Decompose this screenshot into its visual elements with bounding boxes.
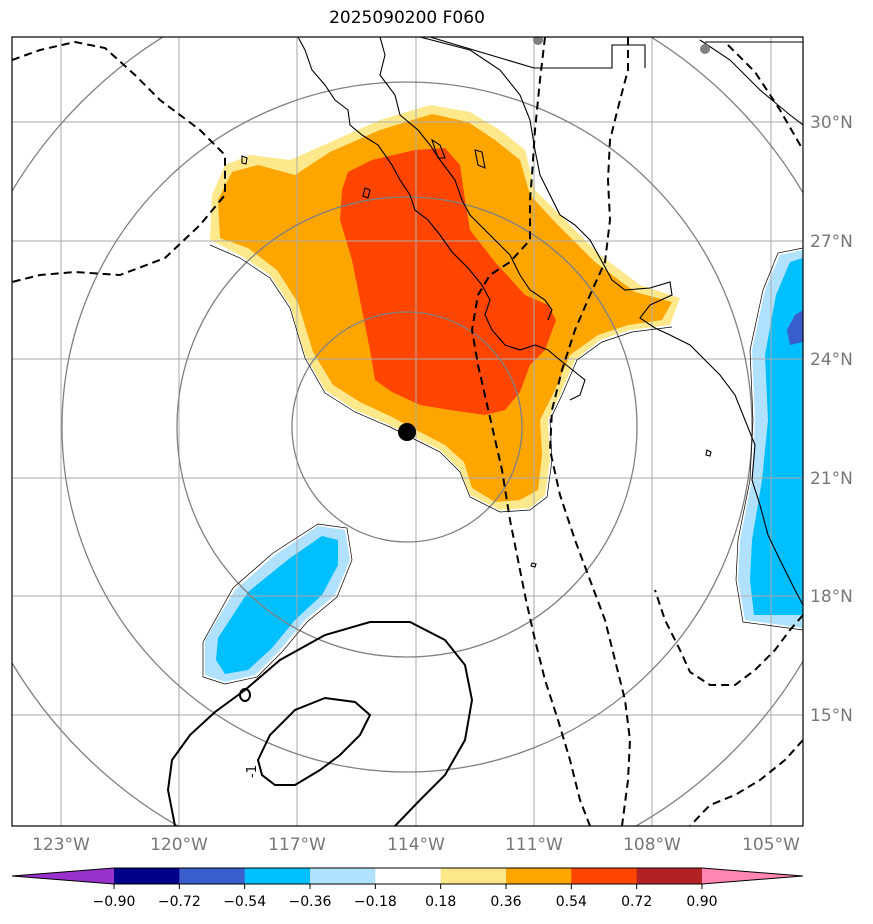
northern-coast bbox=[699, 39, 803, 126]
lat-label-18n: 18°N bbox=[810, 587, 853, 607]
colorbar-tick-label: 0.72 bbox=[621, 894, 652, 910]
lat-label-15n: 15°N bbox=[810, 706, 853, 726]
negative-outline-east bbox=[735, 247, 803, 631]
colorbar-segment bbox=[310, 868, 376, 884]
colorbar-tick-label: 0.90 bbox=[686, 894, 717, 910]
negative-shade-east-core bbox=[787, 310, 803, 345]
lon-label-123w: 123°W bbox=[32, 835, 90, 855]
solid-contour-inner bbox=[256, 696, 372, 786]
colorbar-segment bbox=[571, 868, 638, 884]
colorbar-segment bbox=[114, 868, 180, 884]
lon-label-117w: 117°W bbox=[268, 835, 326, 855]
island-3 bbox=[362, 187, 371, 199]
positive-anomaly-field bbox=[210, 105, 680, 510]
map-frame bbox=[11, 36, 804, 827]
colorbar-tick-label: −0.18 bbox=[354, 894, 397, 910]
latitude-labels: 30°N 27°N 24°N 21°N 18°N 15°N bbox=[810, 113, 853, 726]
colorbar-tick-label: −0.72 bbox=[158, 894, 201, 910]
colorbar-outline bbox=[11, 867, 804, 885]
island-5 bbox=[705, 449, 712, 457]
colorbar-tick-label: −0.36 bbox=[289, 894, 332, 910]
city-marker-2 bbox=[700, 44, 710, 54]
colorbar-segment bbox=[506, 868, 572, 884]
solid-contour-outer bbox=[166, 621, 474, 826]
negative-outline-sw bbox=[202, 523, 353, 685]
map-area: -1 bbox=[12, 37, 803, 826]
positive-shade-inner bbox=[340, 148, 556, 415]
colorbar-tick-label: −0.90 bbox=[93, 894, 136, 910]
island-1 bbox=[430, 138, 446, 159]
range-ring-3 bbox=[61, 81, 753, 773]
dashed-contour-loop-east bbox=[654, 589, 803, 686]
positive-outline bbox=[209, 244, 673, 513]
lon-label-114w: 114°W bbox=[387, 835, 445, 855]
colorbar-segments bbox=[12, 868, 803, 884]
us-mexico-border bbox=[429, 37, 646, 69]
map-title: 2025090200 F060 bbox=[329, 8, 485, 28]
lon-label-111w: 111°W bbox=[505, 835, 563, 855]
negative-shade-east-inner bbox=[750, 258, 803, 615]
storm-center-marker bbox=[398, 423, 416, 441]
lat-label-30n: 30°N bbox=[810, 113, 853, 133]
island-2 bbox=[474, 149, 486, 169]
colorbar-tick-label: 0.18 bbox=[425, 894, 456, 910]
baja-california-east-coast bbox=[379, 37, 553, 321]
lat-label-24n: 24°N bbox=[810, 350, 853, 370]
island-4 bbox=[241, 155, 248, 165]
colorbar-segment bbox=[244, 868, 311, 884]
lon-label-105w: 105°W bbox=[742, 835, 800, 855]
dashed-contours bbox=[12, 37, 803, 826]
lat-label-21n: 21°N bbox=[810, 469, 853, 489]
colorbar-segment bbox=[179, 868, 246, 884]
solid-contours bbox=[166, 621, 474, 826]
lat-label-27n: 27°N bbox=[810, 232, 853, 252]
dashed-contour-east bbox=[548, 37, 632, 826]
colorbar-extend-high bbox=[702, 868, 803, 884]
colorbar-tick-label: −0.54 bbox=[223, 894, 266, 910]
colorbar-tick-label: 0.36 bbox=[490, 894, 521, 910]
negative-shade-sw-inner bbox=[216, 536, 338, 674]
negative-anomaly-field-sw bbox=[205, 526, 350, 682]
dashed-contour-se bbox=[689, 739, 803, 826]
longitude-labels: 123°W 120°W 117°W 114°W 111°W 108°W 105°… bbox=[32, 835, 800, 855]
range-ring-2 bbox=[176, 196, 638, 658]
colorbar-tick-label: 0.54 bbox=[556, 894, 587, 910]
dashed-contour-west bbox=[12, 40, 226, 283]
colorbar: −0.90 −0.72 −0.54 −0.36 −0.18 0.18 0.36 0.54 0.7… bbox=[11, 867, 804, 910]
colorbar-segment bbox=[440, 868, 507, 884]
colorbar-segment bbox=[636, 868, 703, 884]
baja-california-west-coast bbox=[297, 37, 536, 351]
range-rings bbox=[12, 37, 803, 826]
graticule bbox=[12, 37, 803, 826]
mainland-mexico-coast bbox=[419, 37, 803, 606]
colorbar-extend-low bbox=[12, 868, 114, 884]
dashed-contour-far-east bbox=[727, 44, 803, 151]
colorbar-ticks: −0.90 −0.72 −0.54 −0.36 −0.18 0.18 0.36 0.54 0.7… bbox=[93, 884, 718, 910]
colorbar-segment bbox=[375, 868, 442, 884]
lon-label-108w: 108°W bbox=[623, 835, 681, 855]
city-marker-1 bbox=[533, 37, 543, 45]
range-ring-1 bbox=[291, 311, 523, 543]
shading-outline bbox=[202, 244, 803, 685]
contour-label: -1 bbox=[245, 765, 260, 778]
lon-label-120w: 120°W bbox=[150, 835, 208, 855]
island-6 bbox=[530, 562, 537, 568]
mainland-coast-2 bbox=[534, 344, 586, 401]
coastlines bbox=[241, 37, 803, 606]
solid-contour-small bbox=[239, 688, 251, 702]
